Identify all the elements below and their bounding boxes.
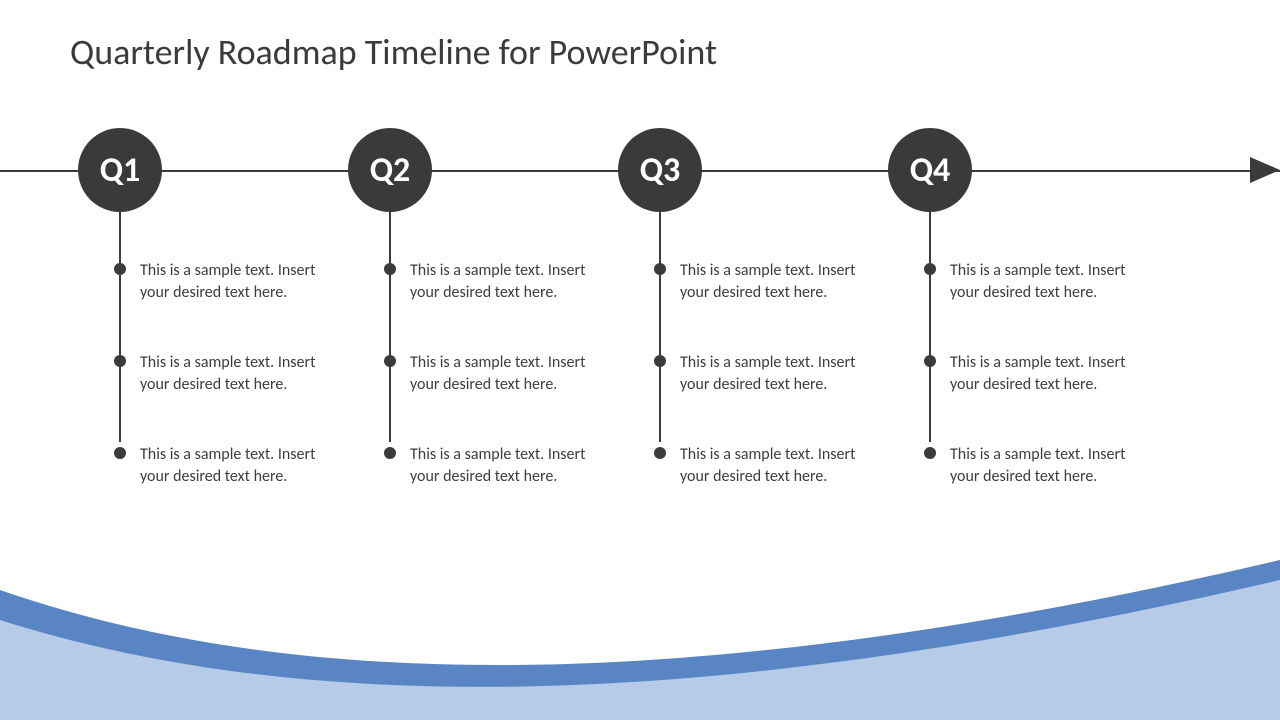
bullet-dot-icon — [384, 355, 396, 367]
bullet-dot-icon — [654, 447, 666, 459]
list-item-text: This is a sample text. Insert your desir… — [680, 444, 880, 487]
quarter-label: Q1 — [100, 150, 141, 191]
list-item: This is a sample text. Insert your desir… — [384, 352, 610, 395]
quarter-label: Q2 — [370, 150, 411, 191]
quarter-badge: Q4 — [888, 128, 972, 212]
page-title: Quarterly Roadmap Timeline for PowerPoin… — [70, 30, 717, 74]
quarter-stem — [929, 212, 931, 442]
list-item-text: This is a sample text. Insert your desir… — [140, 260, 340, 303]
quarter-label: Q3 — [640, 150, 681, 191]
wave-decoration — [0, 560, 1280, 720]
bullet-dot-icon — [924, 355, 936, 367]
quarter-q4: Q4 — [888, 128, 972, 212]
quarter-q2: Q2 — [348, 128, 432, 212]
list-item-text: This is a sample text. Insert your desir… — [410, 260, 610, 303]
quarter-badge: Q1 — [78, 128, 162, 212]
bullet-dot-icon — [924, 447, 936, 459]
bullet-dot-icon — [114, 263, 126, 275]
list-item: This is a sample text. Insert your desir… — [114, 260, 340, 303]
bullet-dot-icon — [654, 263, 666, 275]
list-item-text: This is a sample text. Insert your desir… — [140, 352, 340, 395]
quarter-stem — [659, 212, 661, 442]
list-item: This is a sample text. Insert your desir… — [654, 352, 880, 395]
quarter-stem — [389, 212, 391, 442]
quarter-badge: Q3 — [618, 128, 702, 212]
bullet-dot-icon — [654, 355, 666, 367]
list-item: This is a sample text. Insert your desir… — [654, 444, 880, 487]
quarter-q3: Q3 — [618, 128, 702, 212]
list-item: This is a sample text. Insert your desir… — [924, 260, 1150, 303]
bullet-dot-icon — [114, 355, 126, 367]
list-item: This is a sample text. Insert your desir… — [924, 444, 1150, 487]
list-item: This is a sample text. Insert your desir… — [654, 260, 880, 303]
list-item-text: This is a sample text. Insert your desir… — [410, 444, 610, 487]
bullet-dot-icon — [384, 447, 396, 459]
bullet-dot-icon — [114, 447, 126, 459]
quarter-q1: Q1 — [78, 128, 162, 212]
list-item-text: This is a sample text. Insert your desir… — [410, 352, 610, 395]
list-item: This is a sample text. Insert your desir… — [924, 352, 1150, 395]
quarter-label: Q4 — [910, 150, 951, 191]
bullet-dot-icon — [924, 263, 936, 275]
list-item: This is a sample text. Insert your desir… — [114, 444, 340, 487]
list-item-text: This is a sample text. Insert your desir… — [680, 352, 880, 395]
bullet-dot-icon — [384, 263, 396, 275]
list-item: This is a sample text. Insert your desir… — [114, 352, 340, 395]
quarter-stem — [119, 212, 121, 442]
list-item: This is a sample text. Insert your desir… — [384, 260, 610, 303]
list-item-text: This is a sample text. Insert your desir… — [950, 260, 1150, 303]
list-item: This is a sample text. Insert your desir… — [384, 444, 610, 487]
list-item-text: This is a sample text. Insert your desir… — [680, 260, 880, 303]
arrow-head-icon — [1250, 157, 1280, 183]
list-item-text: This is a sample text. Insert your desir… — [140, 444, 340, 487]
list-item-text: This is a sample text. Insert your desir… — [950, 352, 1150, 395]
quarter-badge: Q2 — [348, 128, 432, 212]
list-item-text: This is a sample text. Insert your desir… — [950, 444, 1150, 487]
